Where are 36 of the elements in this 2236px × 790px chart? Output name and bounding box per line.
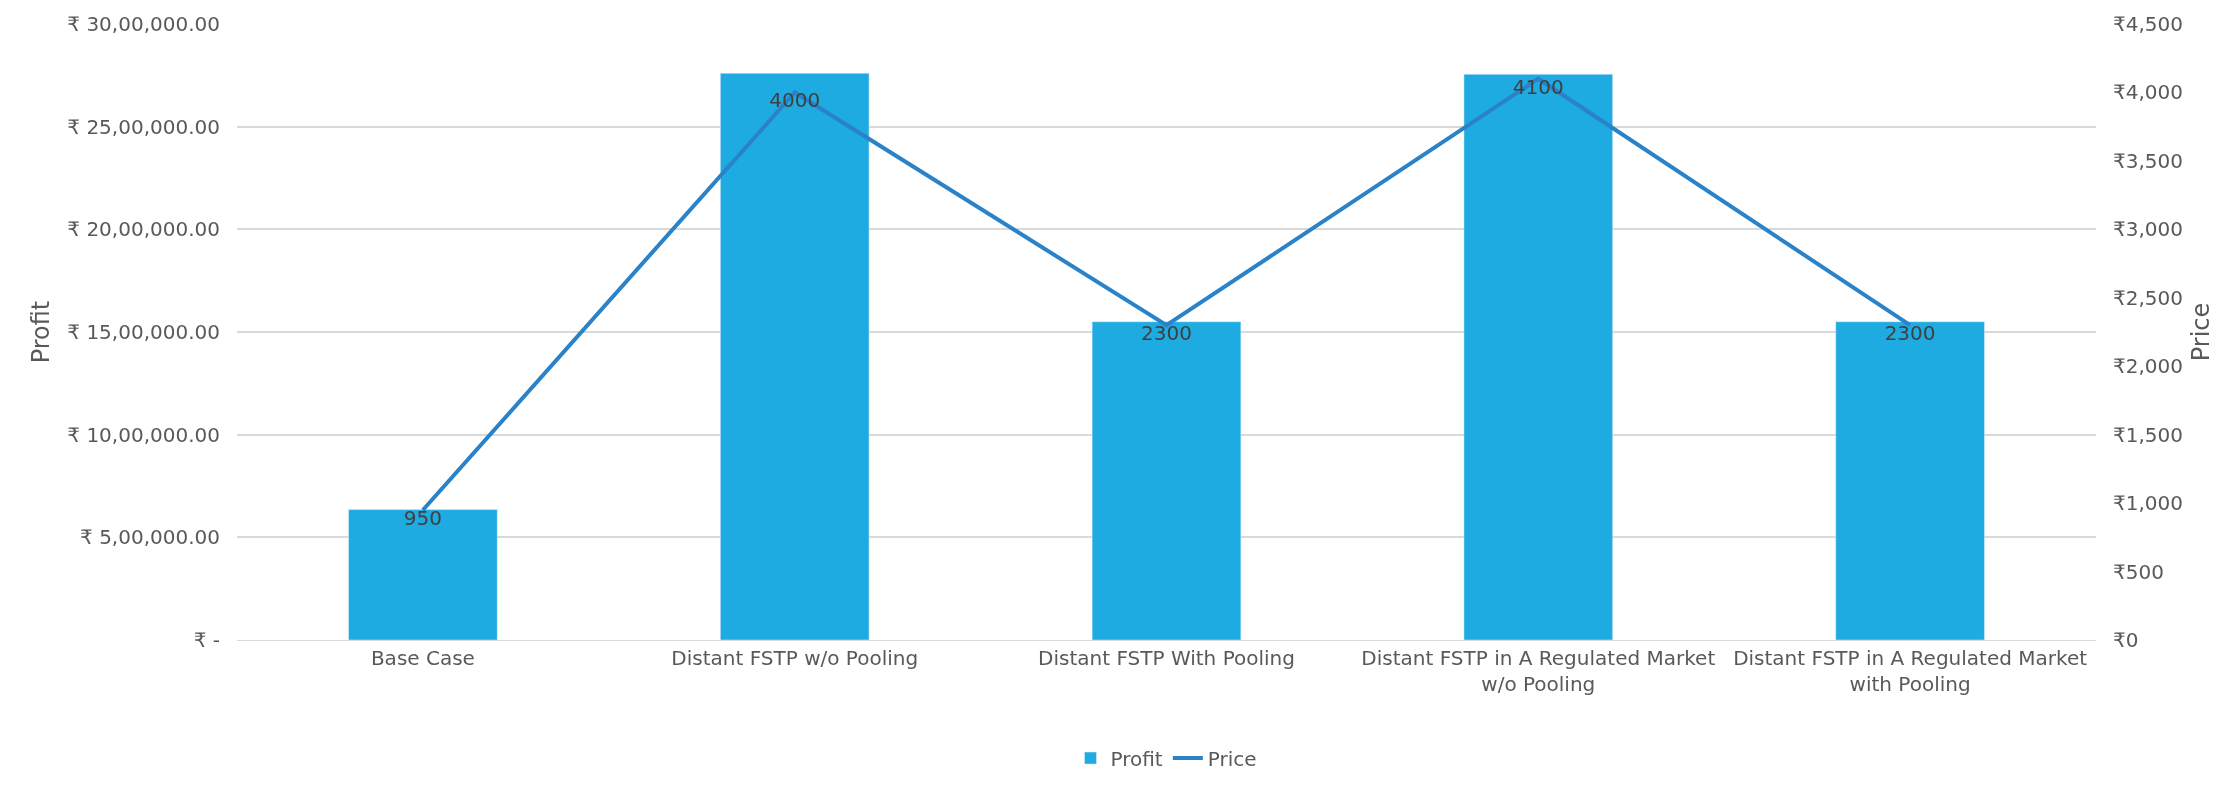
x-tick-label: Distant FSTP w/o Pooling	[671, 646, 919, 670]
y2-axis-title: Price	[2187, 302, 2216, 362]
y2-tick-label: ₹1,000	[2113, 491, 2183, 516]
y2-tick-label: ₹500	[2113, 559, 2164, 584]
bar	[1091, 321, 1242, 640]
x-tick-label: Distant FSTP in A Regulated Market w/o Pooling	[1361, 646, 1716, 696]
bar	[720, 73, 870, 640]
x-tick-label: Distant FSTP With Pooling	[1038, 646, 1295, 670]
data-label: 2300	[1884, 321, 1936, 346]
data-label: 4100	[1512, 74, 1564, 99]
data-label: 4000	[769, 88, 821, 113]
y-tick-label: ₹ 5,00,000.00	[80, 525, 220, 550]
y2-tick-label: ₹4,500	[2113, 12, 2183, 36]
y-tick-label: ₹ -	[193, 628, 220, 652]
bar	[348, 509, 498, 640]
x-tick-label: Distant FSTP in A Regulated Market with Pooling	[1733, 646, 2088, 696]
y2-tick-label: ₹3,000	[2113, 217, 2183, 242]
y-tick-label: ₹ 15,00,000.00	[67, 320, 220, 344]
data-label: 2300	[1141, 321, 1192, 346]
y2-tick-label: ₹2,000	[2113, 354, 2183, 379]
bar	[1463, 74, 1613, 640]
y2-tick-label: ₹4,000	[2113, 80, 2183, 105]
y-tick-label: ₹ 10,00,000.00	[67, 422, 220, 447]
y2-tick-label: ₹1,500	[2113, 422, 2183, 447]
y-axis-title: Profit	[27, 300, 56, 364]
y2-tick-label: ₹2,500	[2113, 285, 2183, 310]
y2-tick-label: ₹3,500	[2113, 148, 2183, 173]
legend-label: Price	[1207, 746, 1257, 771]
y-tick-label: ₹ 30,00,000.00	[67, 12, 220, 36]
legend-label: Profit	[1110, 746, 1163, 771]
x-tick-label: Base Case	[370, 646, 475, 670]
data-label: 950	[403, 505, 442, 530]
y-tick-label: ₹ 20,00,000.00	[67, 217, 220, 242]
y2-tick-label: ₹0	[2113, 628, 2139, 652]
bar	[1835, 321, 1985, 640]
y-tick-label: ₹ 25,00,000.00	[67, 114, 220, 139]
